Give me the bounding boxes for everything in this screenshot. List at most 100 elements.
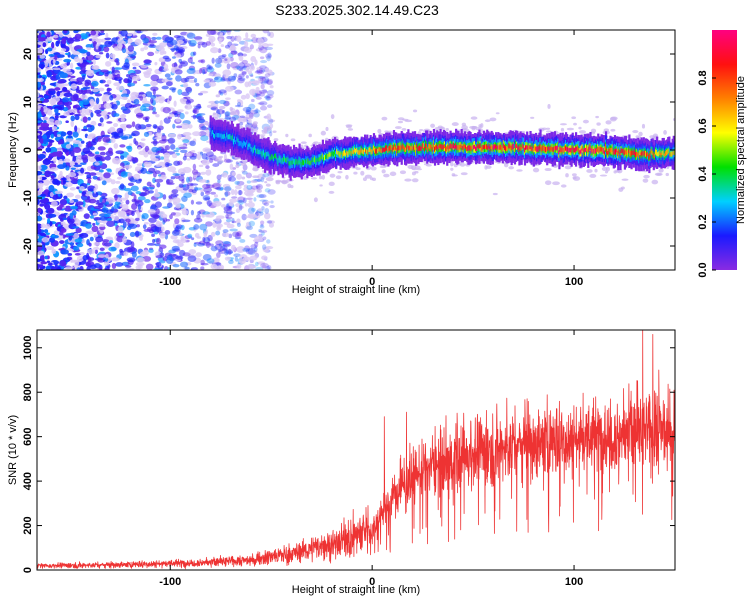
spectrogram-noise-cell <box>38 182 44 188</box>
spectrogram-noise-cell <box>95 202 105 205</box>
spectrogram-noise-cell <box>114 194 118 201</box>
spectrogram-noise-cell <box>37 198 40 205</box>
spectrogram-noise-cell <box>198 123 205 128</box>
spectrogram-noise-cell <box>199 223 208 231</box>
spectrogram-noise-cell <box>198 67 203 74</box>
spectrogram-noise-cell <box>267 31 271 37</box>
spectrogram-noise-cell <box>45 232 50 235</box>
spectrogram-noise-cell <box>203 79 211 83</box>
spectrogram-noise-cell <box>124 164 133 169</box>
spectrogram-noise-cell <box>103 172 111 179</box>
spectrogram-noise-cell <box>258 193 267 199</box>
spectrogram-noise-cell <box>173 149 179 153</box>
spectrogram-noise-cell <box>235 185 242 190</box>
spectrogram-noise-cell <box>60 48 67 52</box>
spectrogram-noise-cell <box>152 88 156 96</box>
spectrogram-noise-cell <box>171 88 176 93</box>
spectrogram-noise-cell <box>176 133 182 140</box>
spectrogram-halo-cell <box>610 116 618 121</box>
spectrogram-noise-cell <box>181 219 191 223</box>
spectrogram-noise-cell <box>168 113 175 118</box>
spectrogram-noise-cell <box>37 132 41 136</box>
spectrogram-noise-cell <box>59 199 68 206</box>
spectrogram-noise-cell <box>205 165 210 170</box>
spectrogram-noise-cell <box>223 100 230 107</box>
spectrogram-noise-cell <box>214 100 220 104</box>
spectrogram-noise-cell <box>237 196 246 203</box>
spectrogram-noise-cell <box>237 75 243 80</box>
spectrogram-noise-cell <box>241 213 247 221</box>
spectrogram-noise-cell <box>80 167 85 174</box>
spectrogram-noise-cell <box>228 205 232 210</box>
spectrogram-noise-cell <box>84 108 93 116</box>
spectrogram-halo-cell <box>240 162 247 166</box>
spectrogram-noise-cell <box>70 248 75 252</box>
spectrogram-noise-cell <box>119 162 125 167</box>
spectrogram-noise-cell <box>253 250 258 254</box>
spectrogram-noise-cell <box>218 89 227 94</box>
spectrogram-halo-cell <box>641 123 646 129</box>
spectrogram-noise-cell <box>266 94 274 99</box>
spectrogram-noise-cell <box>148 150 154 155</box>
spectrogram-noise-cell <box>47 218 51 224</box>
spectrogram-noise-cell <box>100 30 105 34</box>
spectrogram-noise-cell <box>101 180 107 186</box>
spectrogram-noise-cell <box>199 126 209 131</box>
spectrogram-noise-cell <box>146 226 152 232</box>
spectrogram-noise-cell <box>78 48 86 54</box>
spectrogram-noise-cell <box>196 153 201 160</box>
spectrogram-noise-cell <box>222 183 231 189</box>
spectrogram-halo-cell <box>430 123 435 128</box>
spectrogram-noise-cell <box>259 225 265 229</box>
spectrogram-noise-cell <box>110 179 116 185</box>
spectrogram-noise-cell <box>226 203 230 211</box>
spectrogram-noise-cell <box>172 263 180 268</box>
spectrogram-noise-cell <box>221 76 225 81</box>
spectrogram-noise-cell <box>236 173 242 180</box>
spectrogram-noise-cell <box>155 208 160 215</box>
spectrogram-noise-cell <box>152 124 158 129</box>
spectrogram-noise-cell <box>114 76 123 81</box>
spectrogram-noise-cell <box>164 233 169 240</box>
spectrogram-noise-cell <box>65 233 75 236</box>
spectrogram-noise-cell <box>86 248 96 255</box>
spectrogram-noise-cell <box>45 265 51 270</box>
spectrogram-noise-cell <box>167 166 177 172</box>
spectrogram-noise-cell <box>38 154 46 160</box>
spectrogram-noise-cell <box>92 59 96 66</box>
spectrogram-noise-cell <box>187 57 193 64</box>
spectrogram-noise-cell <box>228 206 233 211</box>
spectrogram-noise-cell <box>231 217 235 224</box>
spectrogram-halo-cell <box>643 174 650 179</box>
spectrogram-noise-cell <box>195 69 202 75</box>
spectrogram-noise-cell <box>42 211 47 215</box>
spectrogram-noise-cell <box>87 179 92 184</box>
spectrogram-noise-cell <box>159 119 163 126</box>
spectrogram-noise-cell <box>147 51 155 57</box>
spectrogram-noise-cell <box>94 162 100 166</box>
spectrogram-noise-cell <box>270 200 274 204</box>
spectrogram-noise-cell <box>40 233 47 237</box>
spectrogram-noise-cell <box>224 114 231 120</box>
spectrogram-noise-cell <box>125 199 130 205</box>
spectrogram-noise-cell <box>93 187 97 194</box>
spectrogram-noise-cell <box>173 160 181 166</box>
spectrogram-noise-cell <box>161 139 169 142</box>
spectrogram-noise-cell <box>91 88 99 93</box>
spectrogram-halo-cell <box>218 155 224 159</box>
spectrogram-noise-cell <box>216 252 221 258</box>
spectrogram-noise-cell <box>223 158 232 163</box>
spectrogram-noise-cell <box>99 216 108 221</box>
spectrogram-noise-cell <box>145 91 153 98</box>
spectrogram-noise-cell <box>51 151 60 157</box>
spectrogram-noise-cell <box>129 231 136 238</box>
spectrogram-halo-cell <box>560 127 565 132</box>
spectrogram-noise-cell <box>69 205 79 210</box>
spectrogram-noise-cell <box>86 266 91 270</box>
spectrogram-noise-cell <box>258 75 266 79</box>
spectrogram-noise-cell <box>218 243 222 247</box>
spectrogram-noise-cell <box>256 68 263 75</box>
spectrogram-noise-cell <box>264 207 270 214</box>
spectrogram-noise-cell <box>231 220 237 224</box>
spectrogram-noise-cell <box>224 58 228 61</box>
